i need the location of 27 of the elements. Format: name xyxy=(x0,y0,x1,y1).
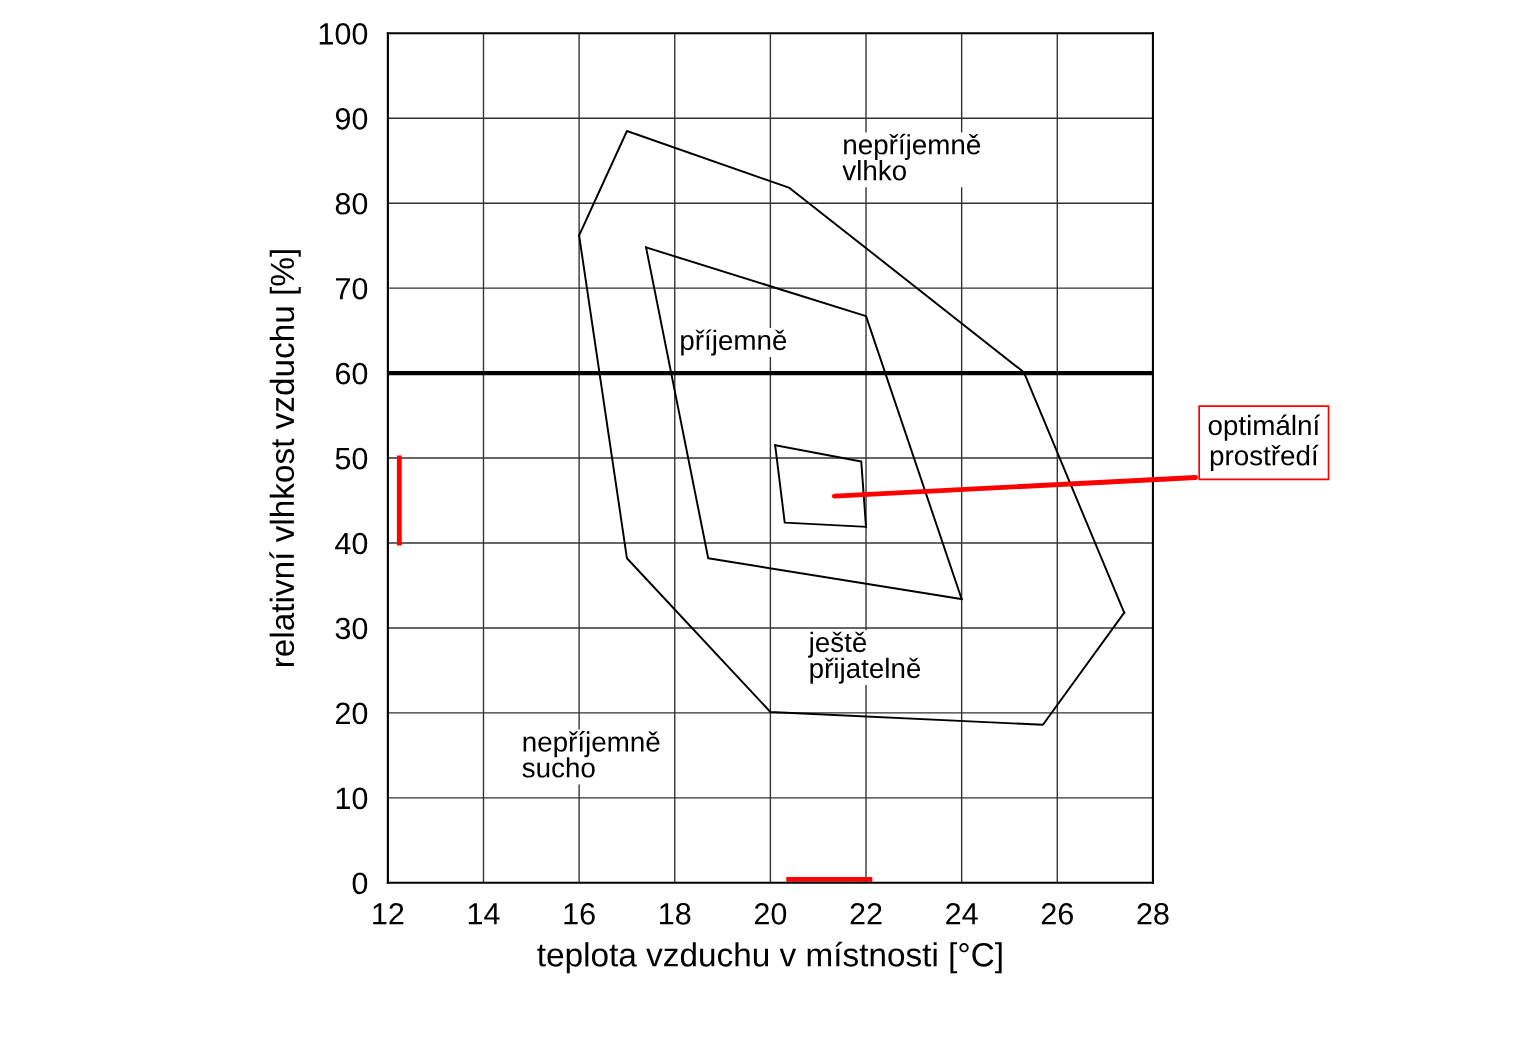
annotation: nepříjemně vlhko xyxy=(842,133,981,181)
x-tick-label: 28 xyxy=(1137,903,1169,925)
y-tick-label: 40 xyxy=(335,532,368,555)
y-tick-label: 10 xyxy=(336,787,368,810)
y-tick-label: 50 xyxy=(335,447,368,470)
x-tick-label: 20 xyxy=(754,903,787,925)
x-tick-label: 24 xyxy=(946,903,978,925)
y-tick-label: 100 xyxy=(319,23,368,45)
y-tick-label: 0 xyxy=(352,872,368,895)
y-tick-label: 20 xyxy=(335,702,368,725)
annotation: nepříjemně sucho xyxy=(522,730,660,778)
y-tick-label: 80 xyxy=(335,192,368,215)
y-tick-label: 70 xyxy=(335,277,368,300)
x-tick-label: 26 xyxy=(1041,903,1073,925)
text: optimální prostředí xyxy=(1208,414,1321,472)
x-tick-label: 14 xyxy=(468,903,500,925)
x-axis-title: teplota vzduchu v místnosti [°C] xyxy=(537,941,1002,974)
annotation: ještě přijatelně xyxy=(807,631,921,684)
x-tick-label: 16 xyxy=(564,903,595,925)
x-tick-label: 22 xyxy=(850,903,882,925)
annotation: příjemně xyxy=(681,329,787,356)
y-tick-label: 90 xyxy=(335,107,368,130)
x-tick-label: 12 xyxy=(373,903,404,925)
y-tick-label: 30 xyxy=(335,617,368,640)
x-tick-label: 18 xyxy=(660,903,691,925)
y-tick-label: 60 xyxy=(335,362,368,385)
y-axis-title: relativní vlhkost vzduchu [%] xyxy=(269,250,301,667)
